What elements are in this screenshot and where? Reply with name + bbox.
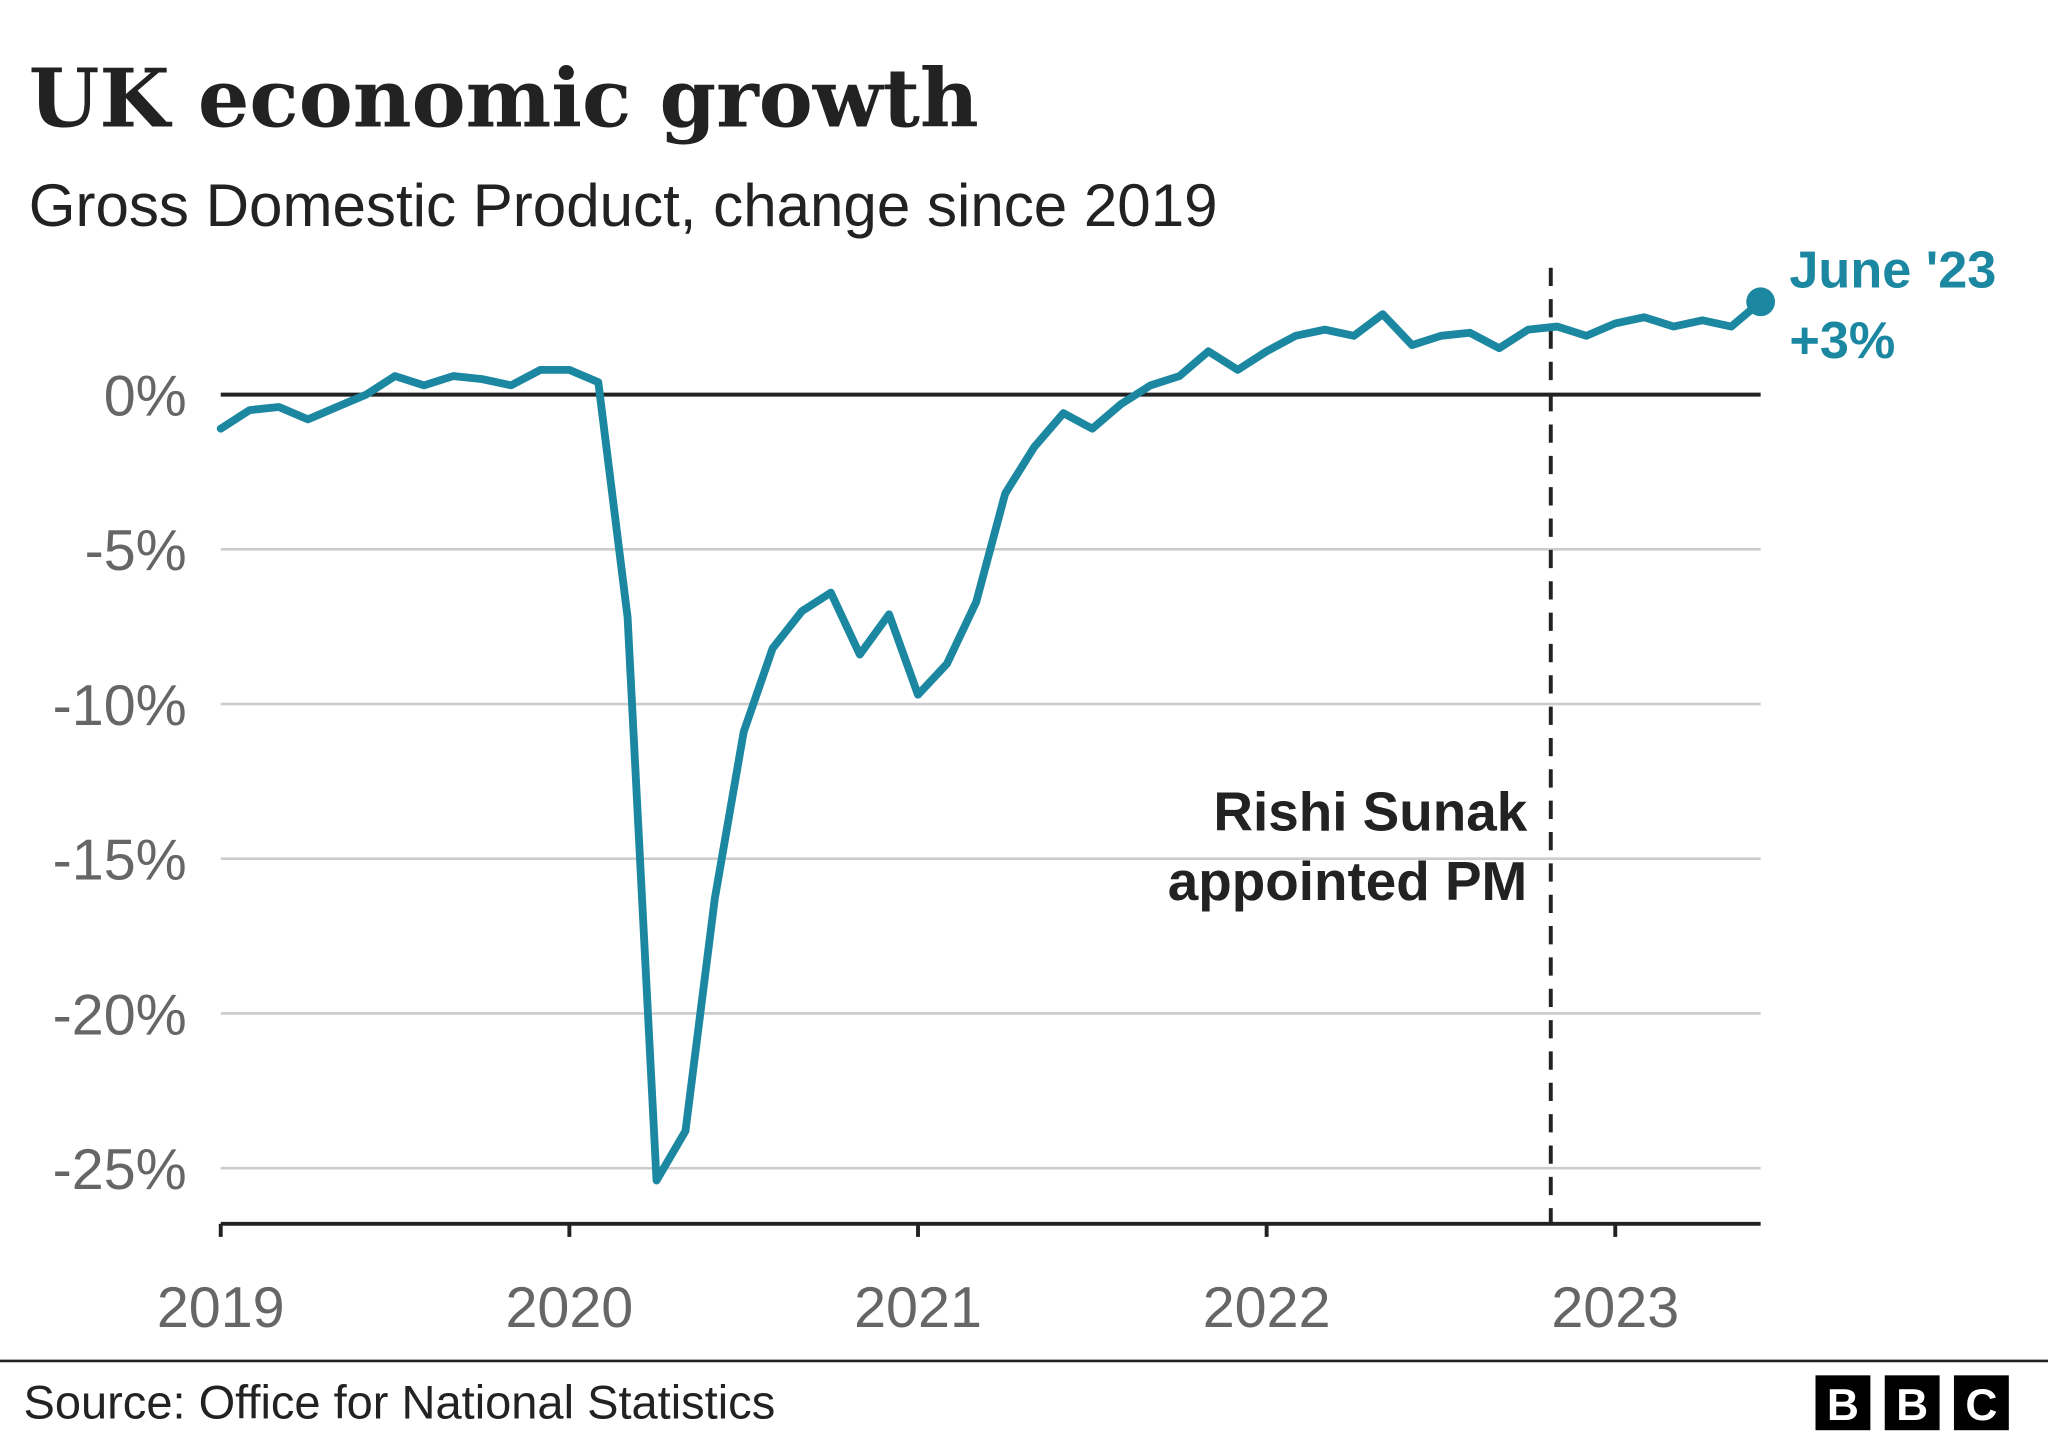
chart-title: UK economic growth bbox=[29, 52, 979, 147]
end-label-date: June '23 bbox=[1789, 241, 1996, 299]
y-tick-label: -15% bbox=[53, 829, 187, 893]
y-tick-label: -10% bbox=[53, 674, 187, 738]
y-tick-label: -5% bbox=[85, 519, 187, 583]
end-point bbox=[1746, 287, 1776, 317]
x-tick-label: 2020 bbox=[505, 1276, 633, 1340]
logo-letter: C bbox=[1965, 1381, 1997, 1430]
annotation-text: Rishi Sunak bbox=[1213, 781, 1527, 843]
x-tick-label: 2023 bbox=[1551, 1276, 1679, 1340]
series-line bbox=[216, 297, 1765, 1185]
value-label: +3% bbox=[1789, 312, 1895, 370]
logo-box bbox=[1815, 1375, 1871, 1431]
y-tick-label: -25% bbox=[53, 1138, 187, 1202]
logo-letter: B bbox=[1896, 1381, 1928, 1430]
chart-subtitle: Gross Domestic Product, change since 201… bbox=[29, 172, 1218, 239]
x-tick-label: 2021 bbox=[854, 1276, 982, 1340]
logo-box bbox=[1953, 1375, 2009, 1431]
annotation-text: appointed PM bbox=[1168, 850, 1528, 912]
logo-box bbox=[1884, 1375, 1940, 1431]
x-tick-label: 2019 bbox=[157, 1276, 285, 1340]
logo-letter: B bbox=[1827, 1381, 1859, 1430]
source: Source: Office for National Statistics bbox=[24, 1375, 776, 1428]
y-tick-label: -20% bbox=[53, 983, 187, 1047]
x-tick-label: 2022 bbox=[1203, 1276, 1331, 1340]
y-tick-label: 0% bbox=[104, 365, 187, 429]
